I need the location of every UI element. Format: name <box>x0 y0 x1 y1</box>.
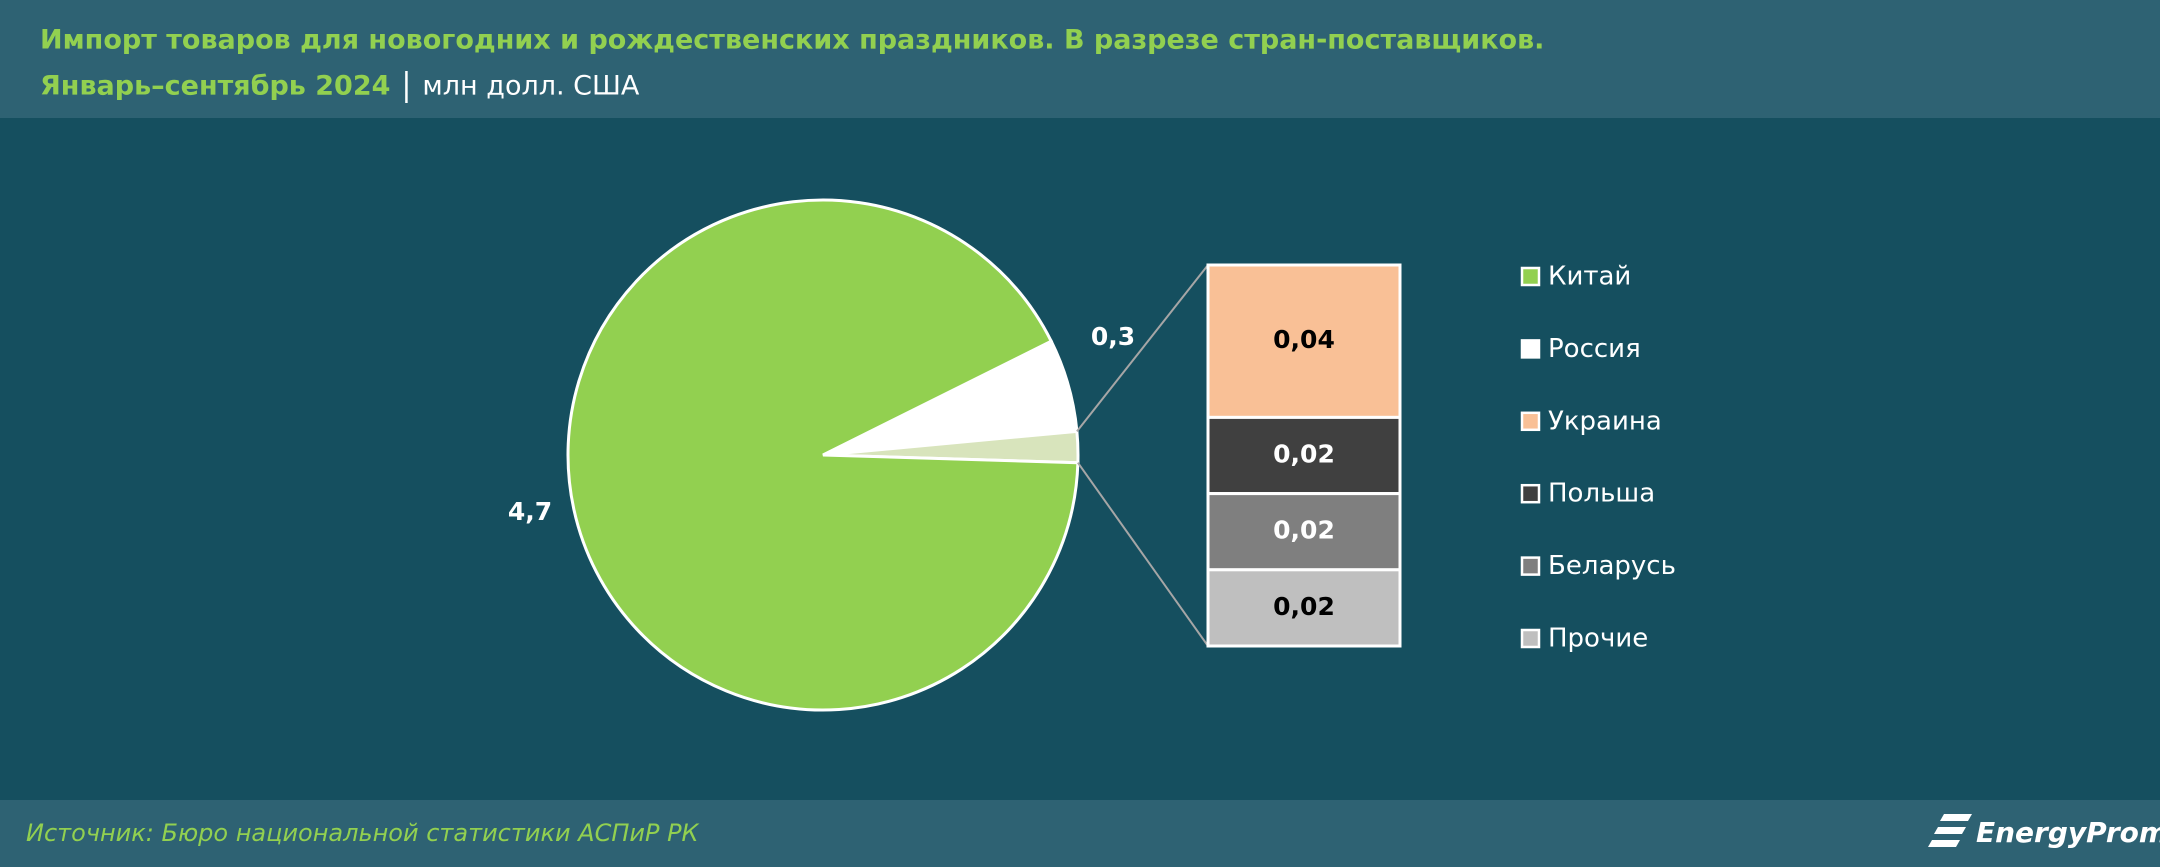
chart-subtitle: Январь–сентябрь 2024 <box>40 71 390 102</box>
data-label: 4,7 <box>508 497 552 526</box>
unit: млн долл. США <box>422 71 639 102</box>
bar-segment <box>1206 263 1402 419</box>
legend-label: Китай <box>1548 262 1631 292</box>
legend-swatch <box>1520 266 1541 287</box>
bar-segment <box>1206 568 1402 648</box>
legend-swatch <box>1520 483 1541 504</box>
connector <box>1076 264 1209 432</box>
legend-swatch <box>1520 556 1541 576</box>
legend-label: Россия <box>1548 334 1641 364</box>
data-label: 0,02 <box>1273 440 1335 469</box>
logo-icon <box>1928 814 1972 847</box>
legend-label: Прочие <box>1548 624 1648 654</box>
data-label: 0,3 <box>1091 322 1135 351</box>
legend-swatch <box>1520 339 1541 359</box>
header-band <box>0 0 2160 118</box>
footer-band <box>0 800 2160 867</box>
data-label: 0,04 <box>1273 325 1335 354</box>
legend-swatch <box>1520 628 1541 649</box>
pie-slice <box>566 198 1080 712</box>
legend-swatch <box>1520 411 1541 432</box>
data-label: 0,02 <box>1273 516 1335 545</box>
source: Источник: Бюро национальной статистики А… <box>26 819 700 847</box>
legend-label: Беларусь <box>1548 551 1676 581</box>
plot: 4,7 0,3 0,04 0,02 0,02 0,02 Китай Россия Украина… <box>508 198 1676 712</box>
data-label: 0,02 <box>1273 592 1335 621</box>
bar-segment <box>1206 492 1402 572</box>
chart-title: Импорт товаров для новогодних и рождеств… <box>40 25 1544 56</box>
legend-label: Украина <box>1548 406 1662 436</box>
logo: EnergyProm <box>1976 816 2160 849</box>
connector <box>1077 462 1209 647</box>
legend-label: Польша <box>1548 479 1655 509</box>
